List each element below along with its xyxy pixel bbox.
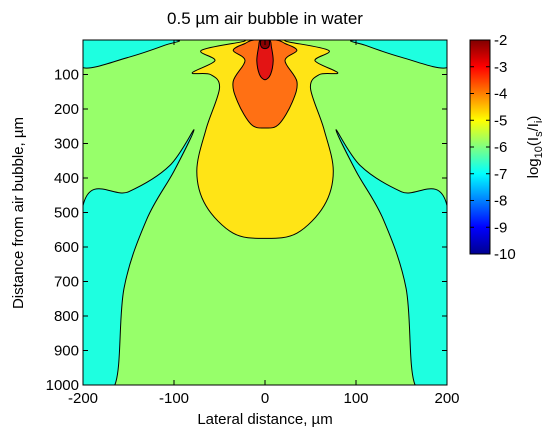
- contour-region-main-lobe: [191, 40, 339, 239]
- y-tick-label: 700: [54, 274, 79, 291]
- contour-region-core: [256, 40, 274, 81]
- y-tick-label: 100: [54, 67, 79, 84]
- y-tick-label: 200: [54, 101, 79, 118]
- colorbar-gradient: [470, 40, 490, 254]
- y-tick-label: 900: [54, 343, 79, 360]
- x-axis: -200 -100 0 100 200: [68, 40, 460, 407]
- colorbar-ticks: -2 -3 -4 -5 -6 -7 -8 -9 -10: [470, 32, 516, 263]
- contour-region-inner-lobe: [232, 40, 298, 129]
- colorbar: -2 -3 -4 -5 -6 -7 -8 -9 -10 log10(Is/Ii): [469, 32, 545, 263]
- y-tick-label: 300: [54, 136, 79, 153]
- contour-regions: [83, 40, 447, 385]
- x-tick-label: 0: [261, 390, 269, 407]
- colorbar-tick-label: -2: [494, 32, 507, 49]
- chart-title: 0.5 µm air bubble in water: [167, 9, 363, 28]
- contour-region-side-lobe-left: [83, 40, 180, 69]
- x-axis-label: Lateral distance, µm: [197, 411, 332, 428]
- y-tick-label: 400: [54, 170, 79, 187]
- y-tick-label: 500: [54, 205, 79, 222]
- contour-region-side-lobe-right: [350, 40, 447, 69]
- colorbar-tick-label: -8: [494, 193, 507, 210]
- colorbar-tick-label: -3: [494, 59, 507, 76]
- x-tick-label: -100: [159, 390, 189, 407]
- colorbar-tick-label: -7: [494, 166, 507, 183]
- y-tick-label: 1000: [46, 377, 79, 394]
- contour-region-wedge-left: [83, 129, 195, 385]
- colorbar-tick-label: -9: [494, 219, 507, 236]
- y-tick-label: 600: [54, 239, 79, 256]
- colorbar-label: log10(Is/Ii): [525, 116, 545, 179]
- colorbar-tick-label: -10: [494, 246, 516, 263]
- x-tick-label: -200: [68, 390, 98, 407]
- y-axis-label: Distance from air bubble, µm: [10, 117, 27, 309]
- colorbar-tick-label: -5: [494, 112, 507, 129]
- y-tick-label: 800: [54, 308, 79, 325]
- x-tick-label: 200: [434, 390, 459, 407]
- x-tick-label: 100: [343, 390, 368, 407]
- y-axis: 100 200 300 400 500 600 700 800 900 1000: [46, 67, 447, 394]
- colorbar-tick-label: -4: [494, 86, 507, 103]
- plot-area: [82, 39, 448, 386]
- contour-region-wedge-right: [335, 129, 447, 385]
- colorbar-tick-label: -6: [494, 139, 507, 156]
